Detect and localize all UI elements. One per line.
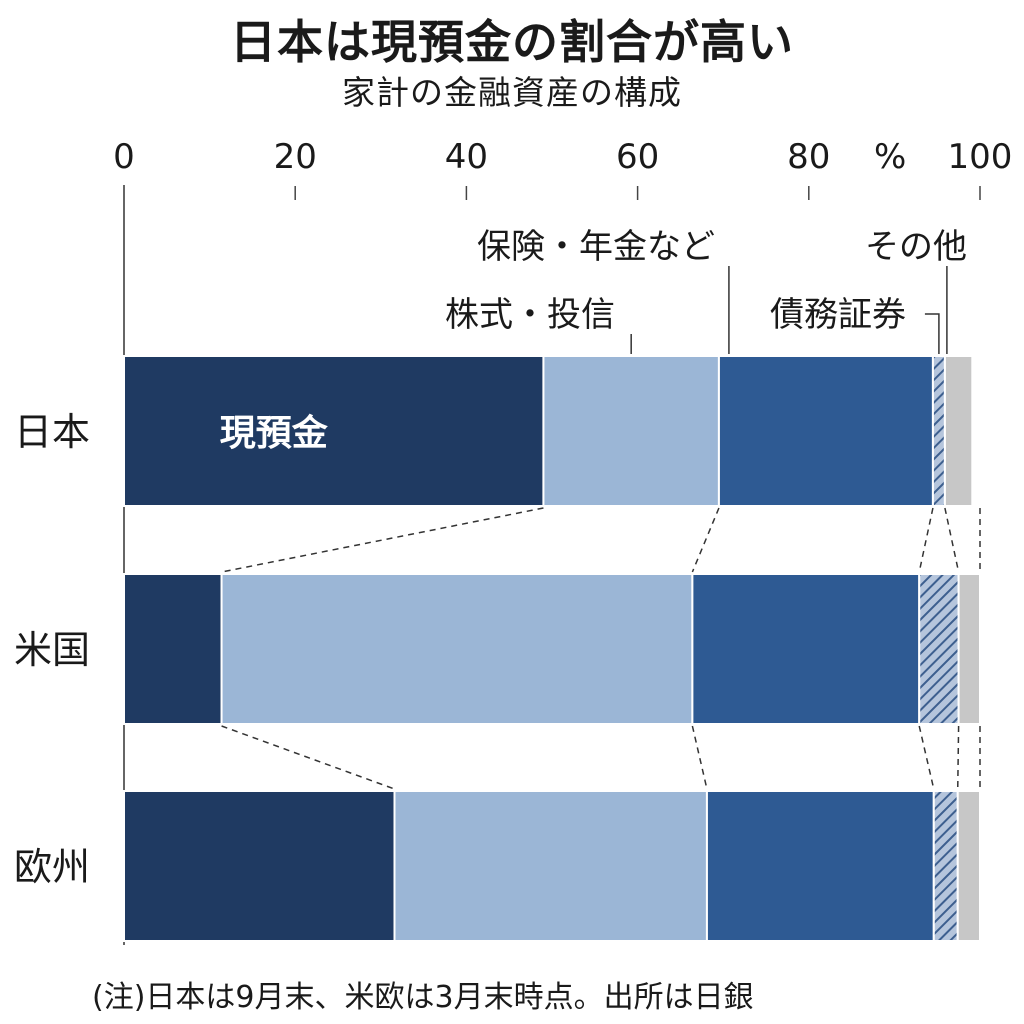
x-tick-label: 60 — [616, 137, 659, 177]
bar-segment — [542, 355, 720, 507]
category-label: 米国 — [14, 628, 90, 672]
x-tick-label: 20 — [274, 137, 317, 177]
x-unit-label: % — [874, 137, 906, 177]
bar-segment — [957, 573, 981, 725]
chart-title: 日本は現預金の割合が高い — [230, 15, 794, 69]
chart-subtitle: 家計の金融資産の構成 — [342, 73, 682, 112]
bar-segment — [705, 790, 935, 942]
connector-line — [956, 725, 960, 790]
series-label-other: その他 — [865, 227, 967, 267]
bar-segment — [123, 355, 545, 507]
connector-line — [691, 507, 720, 573]
bar-segment — [956, 790, 982, 942]
bar-segment — [931, 355, 946, 507]
connector-line — [944, 507, 960, 573]
bar-segment — [943, 355, 974, 507]
series-label-insurance: 保険・年金など — [477, 227, 715, 267]
category-label: 日本 — [14, 410, 90, 454]
bar-segment — [393, 790, 708, 942]
x-tick-label: 80 — [787, 137, 830, 177]
bar-segment — [717, 355, 934, 507]
series-label-bonds: 債務証券 — [770, 295, 906, 335]
connector-line — [918, 725, 935, 790]
bar-segment — [123, 573, 223, 725]
series-label-stocks: 株式・投信 — [445, 295, 615, 335]
bar-segment — [918, 573, 960, 725]
connector-line — [221, 725, 395, 790]
connector-line — [691, 725, 708, 790]
x-tick-label: 40 — [445, 137, 488, 177]
connector-line — [221, 507, 544, 573]
x-tick-label: 100 — [948, 137, 1013, 177]
category-label: 欧州 — [14, 845, 90, 889]
connector-line — [918, 507, 934, 573]
footnote: (注)日本は9月末、米欧は3月末時点。出所は日銀 — [92, 980, 754, 1015]
leader-line — [924, 313, 940, 354]
bar-segment — [220, 573, 694, 725]
bar-segment — [932, 790, 959, 942]
bar-segment — [691, 573, 921, 725]
x-tick-label: 0 — [113, 137, 135, 177]
series-label-cash: 現預金 — [220, 412, 329, 454]
bar-segment — [123, 790, 396, 942]
